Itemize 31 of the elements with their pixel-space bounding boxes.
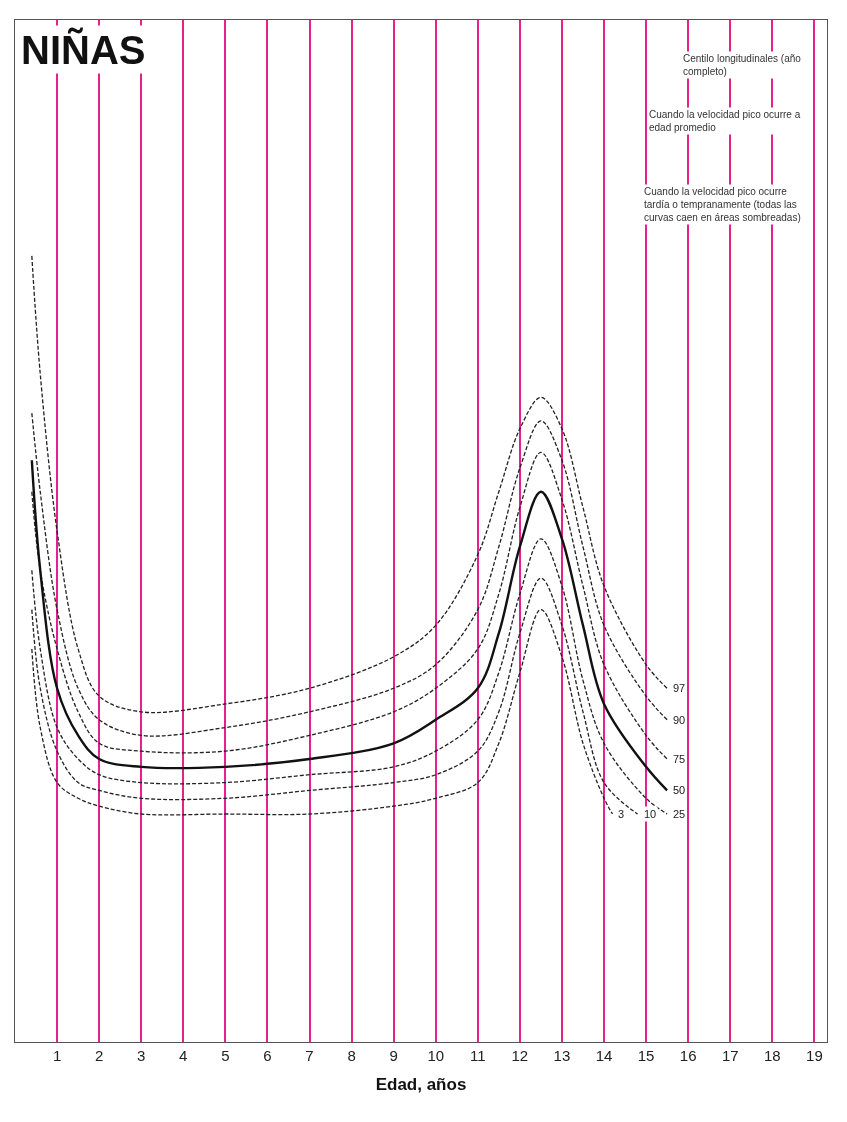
series-label: 97 [673,682,686,694]
x-tick-label: 13 [553,1047,571,1064]
text: Cuando la velocidad pico ocurre a edad promedio [649,109,801,133]
x-tick-label: 14 [595,1047,613,1064]
x-tick-label: 4 [179,1047,188,1064]
x-tick-label: 8 [347,1047,356,1064]
series-label: 50 [673,784,686,796]
x-tick-label: 1 [52,1047,62,1064]
series-label: 90 [673,714,686,726]
x-tick-label: 12 [511,1047,529,1064]
x-tick-label: 18 [763,1047,781,1064]
x-tick-label: 7 [305,1047,314,1064]
x-tick-label: 2 [94,1047,104,1064]
x-tick-label: 11 [470,1047,486,1064]
series-label: 3 [618,808,625,820]
series-label: 10 [644,808,657,820]
series-label: 75 [673,753,686,765]
x-tick-label: 19 [806,1047,823,1064]
x-tick-label: 9 [389,1047,398,1064]
x-tick-label: 15 [637,1047,655,1064]
x-tick-label: 17 [721,1047,739,1064]
x-tick-label: 5 [221,1047,230,1064]
x-tick-label: 16 [679,1047,697,1064]
x-tick-label: 10 [427,1047,445,1064]
x-tick-label: 6 [263,1047,272,1064]
x-axis-title: Edad, años [375,1075,467,1095]
chart-title: NIÑAS [21,27,146,72]
series-label: 25 [673,808,686,820]
text: Cuando la velocidad pico ocurre tardía o tempranamente (todas las curvas caen en áreas sombreadas) [644,186,801,223]
x-tick-label: 3 [137,1047,146,1064]
text: Centilo longitudinales (año completo) [683,53,802,77]
